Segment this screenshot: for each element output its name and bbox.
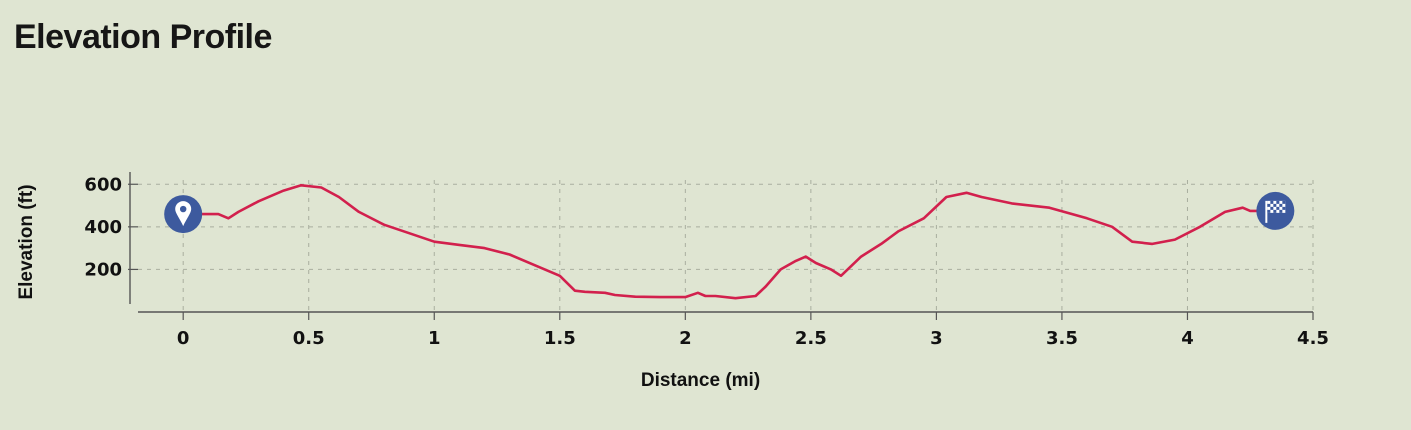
axes: [128, 172, 1314, 320]
x-tick-label: 3.5: [1046, 328, 1078, 349]
y-tick-label: 600: [84, 174, 122, 195]
x-axis-label: Distance (mi): [641, 370, 760, 391]
y-tick-label: 200: [84, 259, 122, 280]
x-tick-label: 2.5: [795, 328, 827, 349]
tick-labels: 200 400 600 0 0.5 1 1.5 2 2.5 3 3.5 4 4.5: [84, 174, 1329, 349]
series-layer: [181, 184, 1277, 300]
y-axis-label: Elevation (ft): [16, 184, 37, 299]
x-tick-label: 0.5: [293, 328, 325, 349]
markers: [164, 191, 1295, 234]
x-tick-label: 2: [679, 328, 692, 349]
page-title: Elevation Profile: [14, 18, 272, 56]
x-tick-label: 0: [177, 328, 190, 349]
x-tick-label: 1: [428, 328, 441, 349]
y-tick-label: 400: [84, 217, 122, 238]
checkered-flag-icon: [1256, 191, 1295, 230]
x-tick-label: 1.5: [544, 328, 576, 349]
elevation-series-line: [181, 184, 1277, 300]
x-tick-label: 4: [1181, 328, 1194, 349]
x-tick-label: 3: [930, 328, 943, 349]
x-tick-label: 4.5: [1297, 328, 1329, 349]
location-pin-icon: [164, 195, 203, 234]
grid: [138, 180, 1314, 312]
